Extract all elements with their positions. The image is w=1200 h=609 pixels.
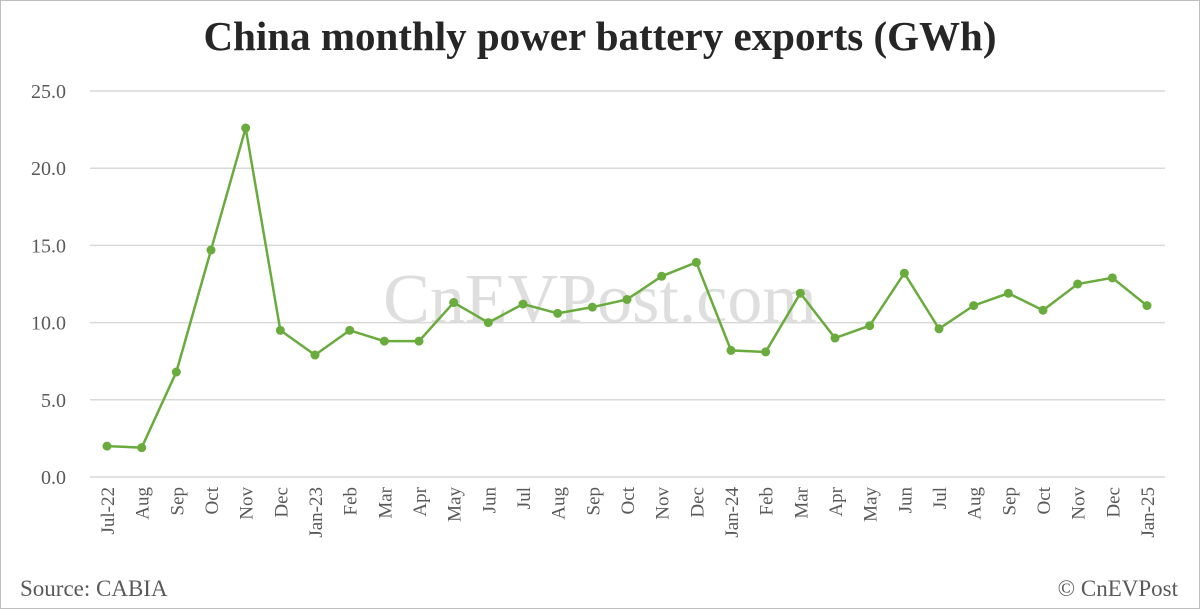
data-point: [414, 336, 424, 346]
x-tick-label: Nov: [237, 487, 258, 520]
x-tick-label: Jul: [514, 487, 535, 509]
data-point: [795, 288, 805, 298]
data-point: [761, 347, 771, 357]
data-point: [379, 336, 389, 346]
data-point: [518, 299, 528, 309]
x-tick-label: Oct: [618, 486, 639, 514]
data-point: [275, 325, 285, 335]
x-tick-label: Dec: [687, 487, 708, 518]
data-point: [830, 333, 840, 343]
x-tick-label: Mar: [791, 486, 812, 518]
x-tick-label: Mar: [375, 486, 396, 518]
x-tick-label: Jun: [479, 487, 500, 514]
x-tick-label: Nov: [653, 487, 674, 520]
y-tick-label: 5.0: [41, 390, 66, 412]
data-point: [657, 271, 667, 281]
x-tick-label: Jan-24: [722, 487, 743, 538]
x-tick-label: Apr: [826, 486, 847, 516]
y-tick-label: 15.0: [31, 235, 66, 257]
data-point: [345, 325, 355, 335]
copyright-note: © CnEVPost: [1057, 576, 1178, 601]
data-point: [553, 308, 563, 318]
x-tick-label: Feb: [757, 487, 778, 516]
data-point: [691, 257, 701, 267]
x-tick-label: May: [445, 487, 466, 522]
x-tick-label: Aug: [133, 487, 154, 520]
x-tick-label: Feb: [341, 487, 362, 516]
data-point: [622, 294, 632, 304]
y-tick-label: 10.0: [31, 313, 66, 335]
data-point: [934, 324, 944, 334]
x-tick-label: Oct: [202, 486, 223, 514]
x-tick-label: Oct: [1034, 486, 1055, 514]
x-tick-label: Sep: [583, 487, 604, 516]
data-point: [310, 350, 320, 360]
x-tick-label: Aug: [549, 487, 570, 520]
data-point: [1107, 273, 1117, 283]
x-tick-label: Jan-25: [1138, 487, 1159, 538]
data-point: [726, 345, 736, 355]
watermark: CnEVPost.com: [383, 261, 817, 338]
data-point: [483, 318, 493, 328]
source-note: Source: CABIA: [20, 576, 168, 601]
data-point: [899, 268, 909, 278]
x-tick-label: Sep: [167, 487, 188, 516]
chart-title: China monthly power battery exports (GWh…: [203, 13, 997, 59]
x-tick-label: Jan-23: [306, 487, 327, 538]
x-tick-label: Aug: [965, 487, 986, 520]
data-point: [969, 301, 979, 311]
x-tick-label: Nov: [1069, 487, 1090, 520]
x-tick-label: Jul-22: [98, 487, 119, 535]
data-point: [865, 321, 875, 331]
y-tick-label: 0.0: [41, 467, 66, 489]
x-tick-label: Jun: [895, 487, 916, 514]
data-point: [1073, 279, 1083, 289]
data-point: [102, 441, 112, 451]
data-point: [587, 302, 597, 312]
data-point: [449, 298, 459, 308]
data-point: [1038, 305, 1048, 315]
y-tick-label: 25.0: [31, 81, 66, 103]
x-tick-label: Dec: [271, 487, 292, 518]
data-point: [171, 367, 181, 377]
y-tick-label: 20.0: [31, 158, 66, 180]
x-tick-label: Dec: [1103, 487, 1124, 518]
data-point: [1142, 301, 1152, 311]
x-tick-label: Apr: [410, 486, 431, 516]
data-point: [1003, 288, 1013, 298]
data-point: [206, 245, 216, 255]
x-tick-label: Jul: [930, 487, 951, 509]
x-tick-label: May: [861, 487, 882, 522]
x-tick-label: Sep: [999, 487, 1020, 516]
data-point: [137, 443, 147, 453]
data-point: [241, 123, 251, 133]
